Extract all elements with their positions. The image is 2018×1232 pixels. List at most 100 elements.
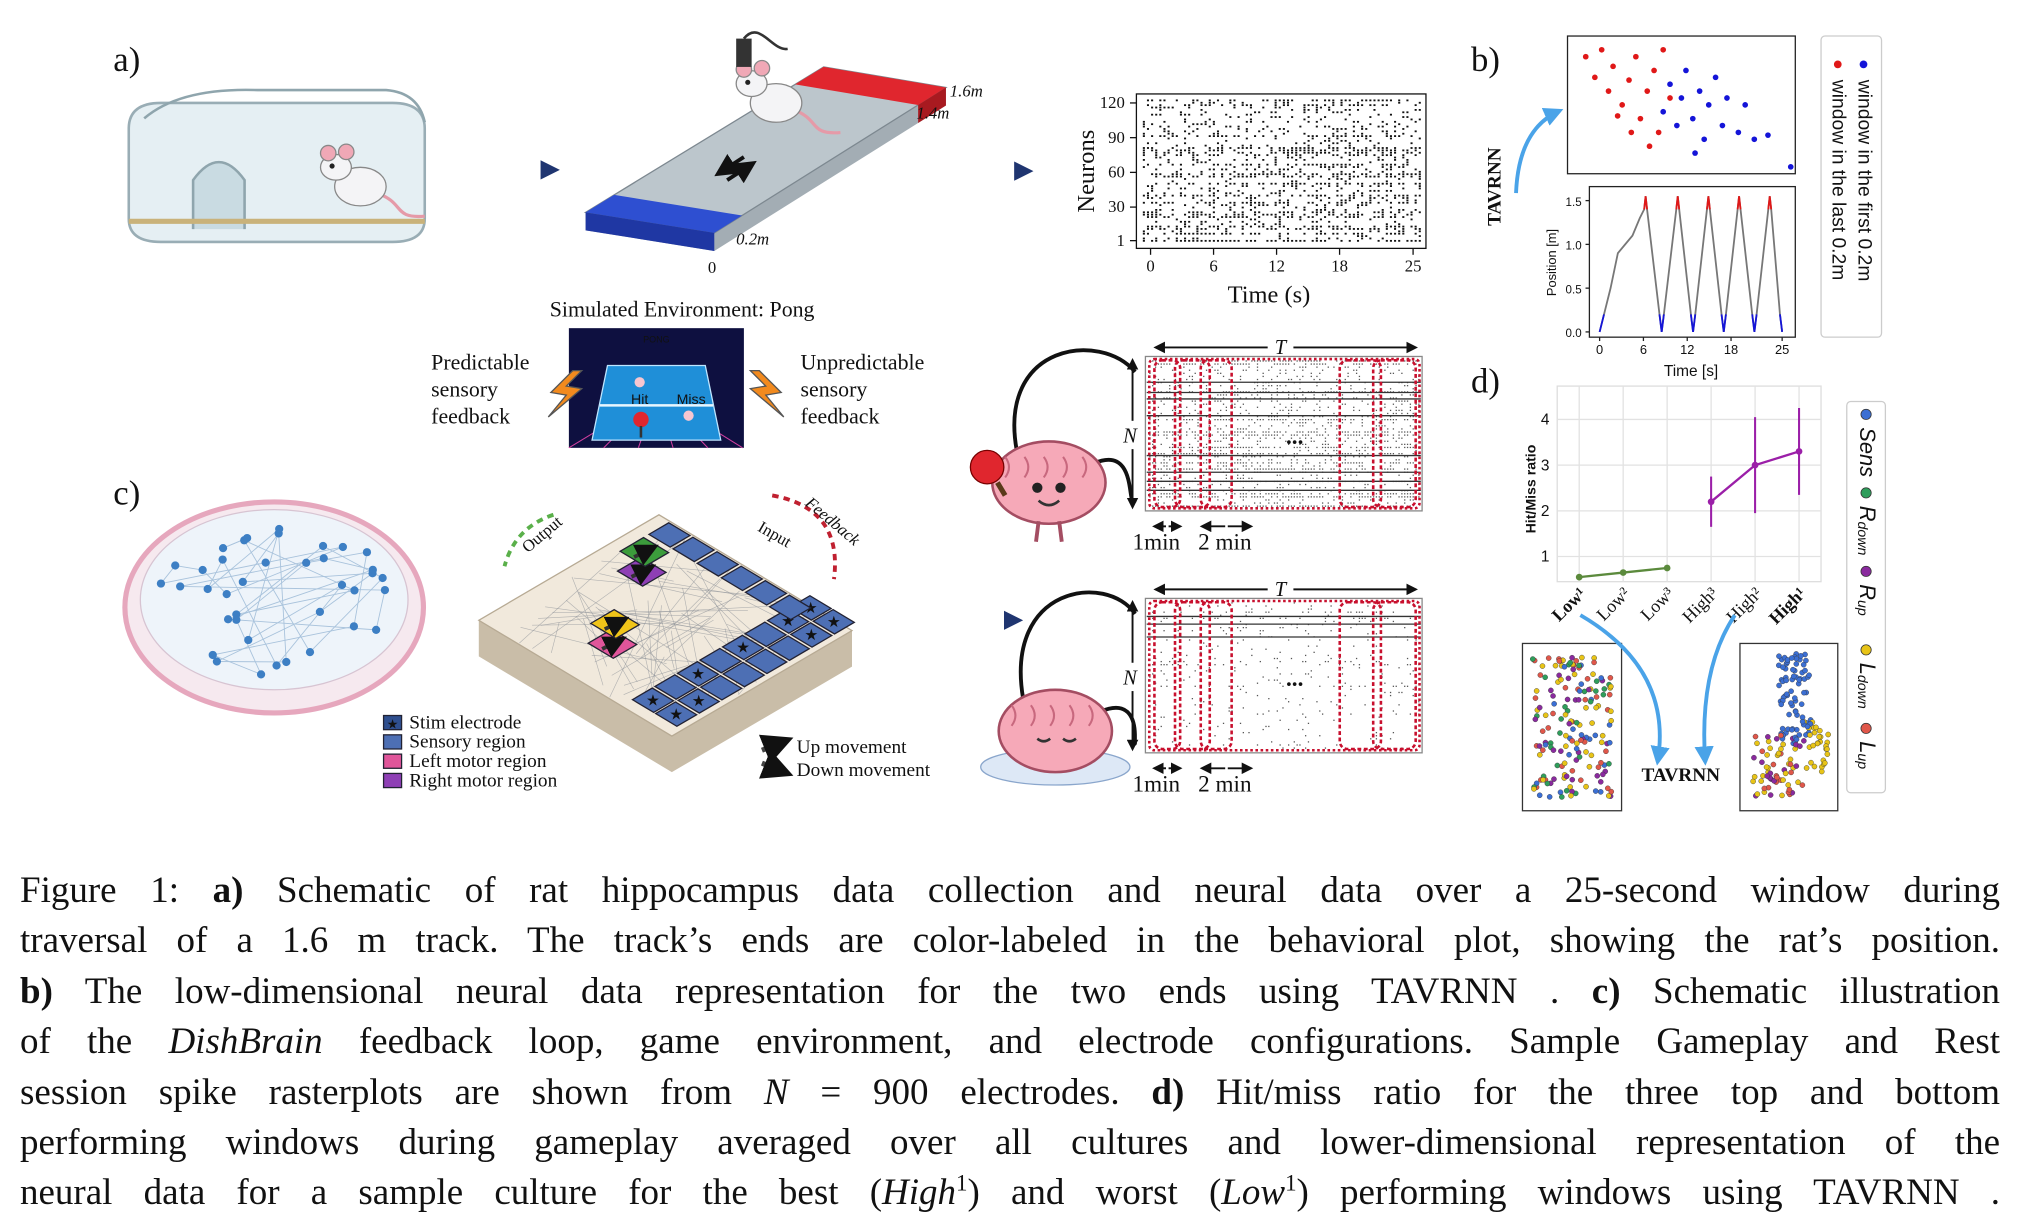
raster-dot xyxy=(1364,434,1366,436)
neuron xyxy=(372,625,381,635)
raster-dot xyxy=(1341,394,1344,396)
raster-dot xyxy=(1401,431,1403,433)
raster-dot xyxy=(1242,474,1244,476)
raster-dot xyxy=(1259,456,1261,458)
raster-dot xyxy=(1350,474,1352,476)
scatter-point xyxy=(1655,129,1662,136)
raster-dot xyxy=(1279,468,1281,470)
raster-dot xyxy=(1228,486,1230,489)
embedding-dot xyxy=(1788,769,1794,776)
raster-dot xyxy=(1358,431,1361,433)
raster-dot xyxy=(1358,462,1361,464)
raster-dot xyxy=(1171,449,1174,452)
raster-dot xyxy=(1234,468,1236,470)
raster-dot xyxy=(1341,462,1344,464)
raster-dot xyxy=(1154,397,1157,399)
raster-dot xyxy=(1389,493,1392,495)
raster-dot xyxy=(1355,363,1358,365)
mouse-body xyxy=(334,166,387,207)
raster-dot xyxy=(1313,363,1315,365)
raster-dot xyxy=(1259,425,1261,427)
raster-dot xyxy=(1375,434,1378,436)
raster-dot xyxy=(1324,446,1327,449)
raster-dot xyxy=(1302,400,1304,402)
raster-dot xyxy=(1239,428,1242,430)
raster-dot xyxy=(1355,611,1358,613)
raster-dot xyxy=(1248,419,1250,421)
raster-dot xyxy=(1273,446,1276,449)
raster-dot xyxy=(1302,366,1304,368)
embedding-dot xyxy=(1778,746,1784,752)
raster-dot xyxy=(1239,620,1242,623)
raster-dot xyxy=(1347,437,1349,439)
raster-dot xyxy=(1288,394,1290,396)
raster-dot xyxy=(1169,431,1171,433)
raster-dot xyxy=(1256,483,1259,486)
raster-dot xyxy=(1205,388,1208,390)
raster-dot xyxy=(1381,673,1383,675)
raster-dot xyxy=(1271,415,1273,418)
embedding-dot xyxy=(1579,654,1585,661)
raster-dot xyxy=(1271,378,1273,381)
raster-dot xyxy=(1316,434,1318,436)
raster-dot xyxy=(1293,369,1295,371)
mouse-tail xyxy=(792,107,841,135)
raster-dot xyxy=(1384,369,1386,371)
raster-dot xyxy=(1191,375,1194,378)
raster-dot xyxy=(1327,654,1329,657)
sensory-electrode xyxy=(812,608,856,635)
raster-dot xyxy=(1214,440,1216,442)
raster-dot xyxy=(1276,502,1278,504)
raster-dot xyxy=(1254,388,1256,390)
sensory-electrode xyxy=(676,688,721,714)
raster-dot xyxy=(1279,360,1281,362)
raster-dot xyxy=(1304,735,1307,737)
raster-dot xyxy=(1203,611,1205,613)
raster-dot xyxy=(1248,434,1250,436)
plot-frame xyxy=(1556,385,1822,583)
raster-dot xyxy=(1288,728,1290,731)
raster-dot xyxy=(1265,446,1267,449)
raster-dot xyxy=(1276,486,1278,489)
raster-dot xyxy=(1304,366,1307,368)
raster-dot xyxy=(1222,630,1225,632)
raster-dot xyxy=(1299,483,1301,486)
move-arrow xyxy=(632,544,659,566)
raster-dot xyxy=(1406,496,1409,498)
raster-dot xyxy=(1401,409,1403,412)
raster-dot xyxy=(1154,366,1157,368)
raster-dot xyxy=(1191,462,1194,464)
raster-dot xyxy=(1296,446,1298,449)
raster-dot xyxy=(1299,366,1301,368)
raster-dot xyxy=(1321,496,1324,498)
raster-dot xyxy=(1392,403,1395,405)
raster-dot xyxy=(1183,419,1185,421)
raster-dot xyxy=(1197,419,1199,421)
raster-dot xyxy=(1398,437,1400,439)
raster-dot xyxy=(1237,446,1239,449)
raster-dot xyxy=(1330,446,1332,449)
raster-dot xyxy=(1375,397,1378,399)
raster-dot xyxy=(1217,462,1219,464)
raster-dot xyxy=(1347,434,1349,436)
raster-dot xyxy=(1307,722,1310,725)
raster-dot xyxy=(1239,459,1242,461)
raster-dot xyxy=(1194,409,1196,412)
raster-dot xyxy=(1262,419,1264,421)
neuron xyxy=(305,647,315,657)
embedding-dot xyxy=(1562,684,1569,691)
raster-dot xyxy=(1237,462,1239,464)
embedding-dot xyxy=(1544,780,1551,787)
raster-dot xyxy=(1293,397,1295,399)
embedding-dot xyxy=(1770,761,1777,768)
raster-dot xyxy=(1290,422,1293,424)
raster-dot xyxy=(1152,611,1154,613)
raster-dot xyxy=(1152,462,1154,464)
legend-sub: down xyxy=(1855,675,1871,709)
raster-dot xyxy=(1319,360,1321,362)
raster-dot xyxy=(1293,446,1295,449)
culture-neurite xyxy=(583,618,604,686)
raster-dot xyxy=(1191,505,1194,507)
embedding-dot xyxy=(1593,688,1599,694)
neuron xyxy=(212,657,221,666)
